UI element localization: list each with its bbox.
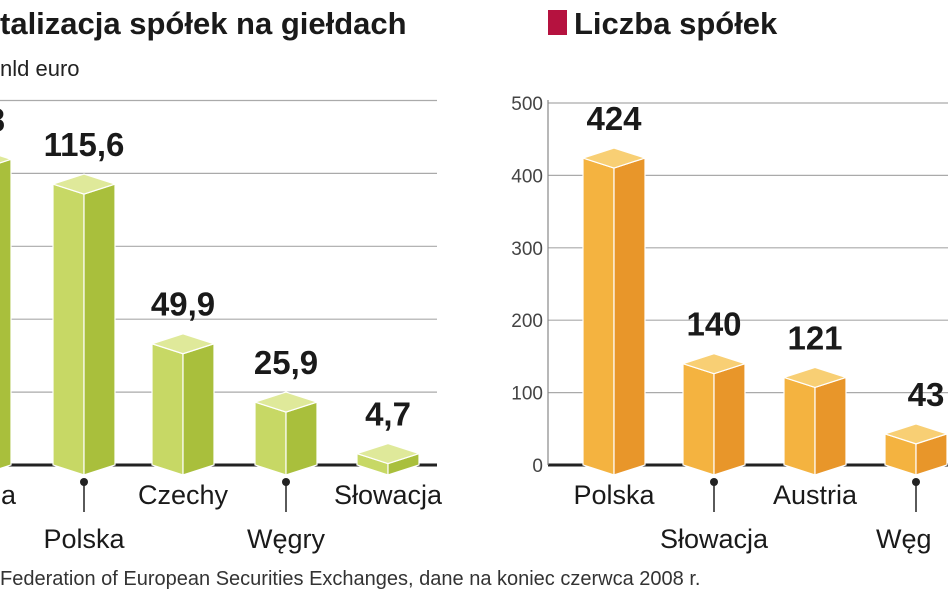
bar-front-face xyxy=(682,362,715,476)
category-label: Polska xyxy=(43,524,125,554)
category-label: Węgry xyxy=(247,524,326,554)
y-tick-label: 200 xyxy=(511,311,543,332)
left-chart-unit: nld euro xyxy=(0,56,80,81)
category-label: Słowacja xyxy=(334,480,443,510)
y-tick-label: 300 xyxy=(511,239,543,260)
bar-side-face xyxy=(285,401,318,476)
category-label: ria xyxy=(0,480,17,510)
bar-side-face xyxy=(83,183,116,476)
bar-side-face xyxy=(182,342,215,476)
value-label: 424 xyxy=(586,100,642,137)
value-label: 115,6 xyxy=(44,126,125,163)
bar-top-face xyxy=(355,442,421,465)
y-tick-label: 100 xyxy=(511,384,543,405)
bar-top-face xyxy=(581,147,647,169)
right-chart-title: Liczba spółek xyxy=(574,6,778,41)
bar-top-face xyxy=(0,155,13,164)
label-pin-dot xyxy=(912,478,920,486)
label-pin-dot xyxy=(80,478,88,486)
category-label: Austria xyxy=(773,480,858,510)
bar-top-face xyxy=(253,391,319,413)
value-label: 5,8 xyxy=(0,101,5,138)
source-note: Federation of European Securities Exchan… xyxy=(0,568,700,590)
y-tick-label: 500 xyxy=(511,94,543,115)
left-chart-title: talizacja spółek na giełdach xyxy=(0,6,407,41)
bar-top-face xyxy=(681,353,747,375)
left-chart: 5,8 ria 115,6 Polska 49,9 Czechy 25,9 Węgry 4,7 S… xyxy=(0,99,443,554)
category-label: Polska xyxy=(573,480,655,510)
bar-side-face xyxy=(814,376,847,476)
right-chart: 0 100 200 300 400 500 424 Polska 140 Słowacja 121 A… xyxy=(511,94,948,554)
category-label: Słowacja xyxy=(660,524,769,554)
value-label: 49,9 xyxy=(151,286,215,323)
legend-swatch xyxy=(548,10,567,35)
bar-front-face xyxy=(783,376,816,476)
bar-top-face xyxy=(150,333,216,355)
bar-front-face xyxy=(52,183,85,476)
bar-front-face xyxy=(151,342,184,476)
bar-front-face xyxy=(582,157,615,476)
value-label: 140 xyxy=(686,306,741,343)
bar-side-face xyxy=(613,157,646,476)
bar-top-face xyxy=(782,366,848,389)
value-label: 25,9 xyxy=(254,344,318,381)
bar-side-face xyxy=(713,362,746,476)
value-label: 43 xyxy=(908,376,945,413)
label-pin-dot xyxy=(282,478,290,486)
value-label: 121 xyxy=(787,319,842,356)
y-tick-label: 0 xyxy=(532,456,543,477)
y-tick-label: 400 xyxy=(511,166,543,187)
bar-top-face xyxy=(883,423,948,445)
bar-side-face xyxy=(0,158,12,470)
category-label: Czechy xyxy=(138,480,229,510)
label-pin-dot xyxy=(710,478,718,486)
bar-front-face xyxy=(254,401,287,476)
value-label: 4,7 xyxy=(365,396,411,433)
bar-top-face xyxy=(51,173,117,195)
category-label: Węg xyxy=(876,524,932,554)
